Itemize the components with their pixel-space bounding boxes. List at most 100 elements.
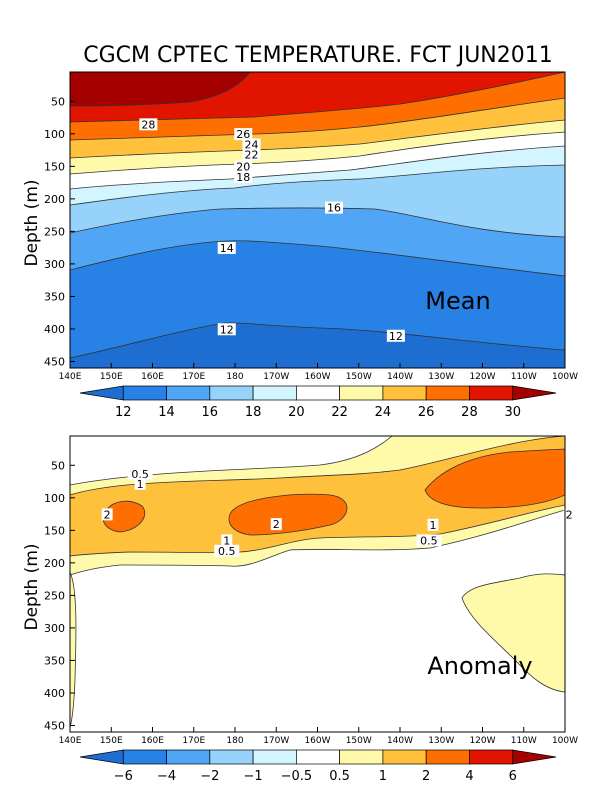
colorbar-swatch (252, 385, 297, 401)
y-tick-label: 300 (44, 622, 65, 635)
colorbar-swatch (382, 385, 427, 401)
x-tick-label: 130W (428, 736, 454, 746)
colorbar-label: 18 (245, 405, 262, 420)
x-tick-label: 150E (100, 372, 123, 382)
contour-label-bg (242, 148, 261, 161)
colorbar-swatch (339, 385, 384, 401)
x-tick-label: 180 (226, 372, 243, 382)
contour-label: 22 (245, 148, 259, 161)
contour-label-bg (127, 468, 153, 481)
colorbar-swatch (79, 749, 124, 765)
colorbar-swatch (469, 385, 514, 401)
colorbar-swatch (209, 385, 254, 401)
colorbar-swatch (469, 749, 514, 765)
colorbar-label: 2 (422, 769, 430, 784)
contour-label: 26 (236, 128, 250, 141)
y-tick-label: 50 (51, 95, 65, 108)
x-tick-label: 160W (304, 372, 330, 382)
x-tick-label: 180 (226, 736, 243, 746)
y-tick-label: 50 (51, 459, 65, 472)
colorbar-swatch (79, 385, 124, 401)
contour-label-bg (427, 518, 439, 531)
contour-label: 1 (223, 534, 230, 547)
contour-label: 0.5 (131, 468, 149, 481)
contour-label: 14 (220, 242, 234, 255)
x-tick-label: 150E (100, 736, 123, 746)
contour-label-bg (563, 508, 575, 521)
contour-label: 2 (273, 518, 280, 531)
colorbar-label: 24 (375, 405, 392, 420)
contour-label-bg (270, 518, 282, 531)
x-tick-label: 110W (511, 372, 537, 382)
chart-title: CGCM CPTEC TEMPERATURE. FCT JUN2011 (83, 43, 553, 68)
y-tick-label: 400 (44, 687, 65, 700)
colorbar-swatch (122, 749, 167, 765)
colorbar-label: −2 (200, 769, 219, 784)
contour-label-bg (217, 323, 236, 336)
y-tick-label: 400 (44, 323, 65, 336)
colorbar-label: 6 (509, 769, 517, 784)
colorbar-label: −6 (114, 769, 133, 784)
colorbar-label: −0.5 (281, 769, 313, 784)
contour-label: 2 (566, 508, 573, 521)
x-tick-label: 150W (346, 372, 372, 382)
contour-label: 12 (220, 323, 234, 336)
contour-label-bg (134, 477, 146, 490)
colorbar-label: 22 (331, 405, 348, 420)
contour-label: 0.5 (218, 545, 236, 558)
anomaly-contour-band (461, 573, 565, 693)
colorbar-swatch (252, 749, 297, 765)
colorbar-swatch (166, 385, 211, 401)
contour-label-bg (214, 544, 240, 557)
x-tick-label: 170E (182, 372, 205, 382)
x-tick-label: 160E (141, 736, 164, 746)
colorbar-label: 26 (418, 405, 435, 420)
y-tick-label: 100 (44, 128, 65, 141)
x-tick-label: 150W (346, 736, 372, 746)
x-tick-label: 140E (59, 372, 82, 382)
x-tick-label: 120W (469, 372, 495, 382)
colorbar-swatch (209, 749, 254, 765)
mean-axes: 140E 150E 160E 170E 180 170W 160W 150W 140W 130W 1… (44, 71, 578, 382)
y-tick-label: 250 (44, 589, 65, 602)
x-tick-label: 160E (141, 372, 164, 382)
contour-label: 20 (236, 161, 250, 174)
contour-label-bg (139, 118, 158, 131)
contour-label-bg (242, 138, 261, 151)
colorbar-swatch (512, 749, 557, 765)
x-tick-label: 120W (469, 736, 495, 746)
y-tick-label: 350 (44, 654, 65, 667)
colorbar-label: 30 (504, 405, 521, 420)
mean-panel-label: Mean (425, 287, 490, 315)
contour-label-bg (386, 329, 405, 342)
colorbar-label: 1 (379, 769, 387, 784)
contour-label: 1 (430, 519, 437, 532)
anomaly-axes: 140E 150E 160E 170E 180 170W 160W 150W 140W 130W 1… (44, 435, 578, 746)
anomaly-ylabel: Depth (m) (22, 543, 42, 630)
contour-label-bg (217, 241, 236, 254)
colorbar-label: 12 (115, 405, 132, 420)
y-tick-label: 200 (44, 557, 65, 570)
colorbar-label: 20 (288, 405, 305, 420)
contour-label-bg (234, 128, 253, 141)
x-tick-label: 170W (263, 372, 289, 382)
x-tick-label: 160W (304, 736, 330, 746)
contour-label: 0.5 (420, 534, 438, 547)
mean-contour-band (70, 72, 251, 107)
colorbar-swatch (425, 749, 470, 765)
anomaly-panel-label: Anomaly (427, 652, 532, 680)
contour-label: 28 (141, 118, 155, 131)
contour-label-bg (234, 160, 253, 173)
mean-ylabel: Depth (m) (22, 179, 42, 266)
colorbar-swatch (425, 385, 470, 401)
contour-label-bg (101, 508, 113, 521)
colorbar-swatch (166, 749, 211, 765)
y-tick-label: 150 (44, 160, 65, 173)
x-tick-label: 100W (552, 736, 578, 746)
y-tick-label: 250 (44, 225, 65, 238)
x-tick-label: 100W (552, 372, 578, 382)
